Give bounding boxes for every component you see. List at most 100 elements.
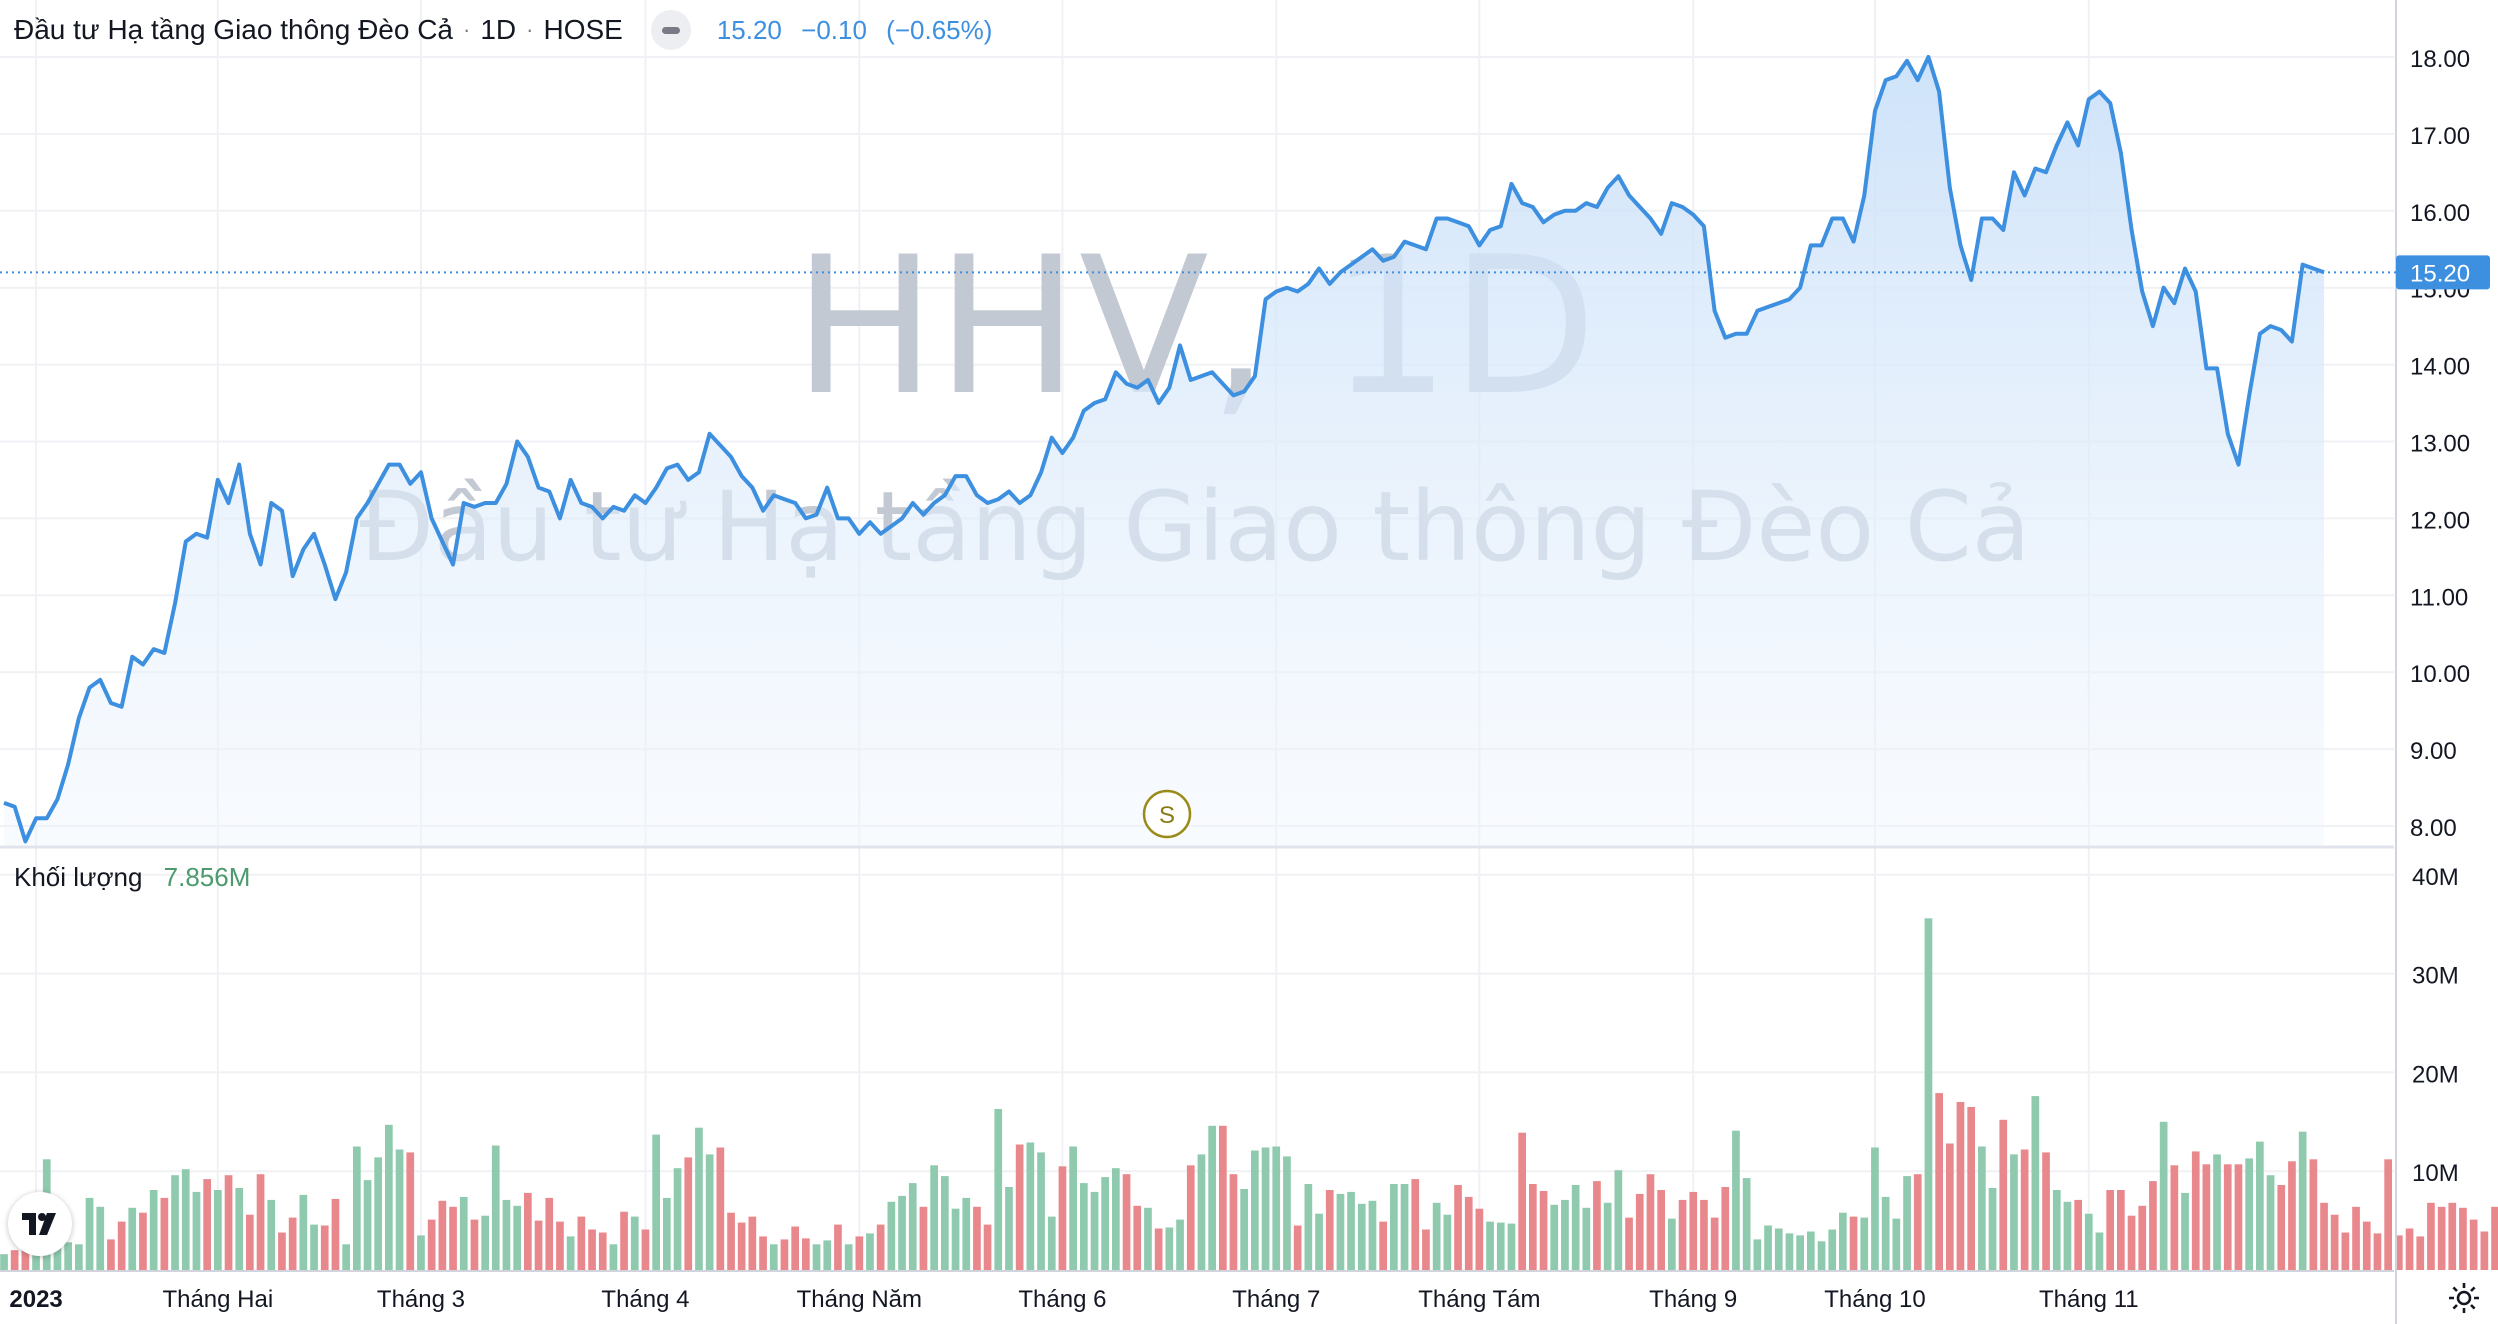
volume-bar — [791, 1226, 799, 1270]
volume-bar — [908, 1183, 917, 1270]
volume-bar — [1871, 1147, 1879, 1270]
volume-bar — [1037, 1152, 1045, 1270]
volume-bar — [1293, 1225, 1302, 1270]
volume-tick-label: 40M — [2412, 864, 2459, 891]
volume-bar — [1283, 1156, 1291, 1270]
volume-bar — [278, 1232, 286, 1270]
volume-bar — [1208, 1125, 1216, 1270]
volume-bar — [2266, 1175, 2275, 1270]
volume-bar — [2095, 1232, 2104, 1270]
volume-tick-label: 30M — [2412, 963, 2459, 990]
volume-bar — [139, 1212, 147, 1270]
volume-bar — [598, 1232, 607, 1270]
volume-bar — [1529, 1184, 1537, 1270]
volume-bar — [1251, 1150, 1259, 1270]
volume-bar — [1101, 1177, 1109, 1270]
volume-bar — [331, 1198, 340, 1270]
volume-bar — [160, 1197, 169, 1270]
gear-icon[interactable] — [2446, 1280, 2482, 1316]
volume-bar — [1186, 1165, 1195, 1270]
volume-bar — [1753, 1239, 1762, 1270]
volume-bar — [32, 1242, 40, 1270]
volume-bar — [716, 1147, 725, 1270]
volume-bar — [1069, 1146, 1077, 1270]
volume-bar — [1828, 1229, 1837, 1270]
volume-bar — [2170, 1165, 2179, 1270]
volume-bar — [2149, 1181, 2157, 1270]
volume-bar — [1582, 1207, 1591, 1270]
collapse-toggle-icon[interactable] — [650, 10, 691, 50]
volume-bar — [2234, 1164, 2243, 1270]
time-tick-label: Tháng 11 — [2039, 1286, 2139, 1313]
separator-dot: · — [463, 17, 471, 42]
time-tick-label: Tháng 7 — [1232, 1286, 1320, 1313]
volume-bar — [2202, 1164, 2211, 1270]
volume-bar — [1689, 1191, 1698, 1270]
volume-bar — [235, 1188, 244, 1270]
volume-bar — [2416, 1236, 2425, 1270]
volume-bar — [0, 1254, 8, 1270]
price-tick-label: 10.00 — [2410, 661, 2470, 688]
volume-bar — [1646, 1174, 1655, 1270]
volume-bar — [1080, 1183, 1088, 1270]
volume-bar — [1603, 1202, 1612, 1270]
volume-bar — [2256, 1141, 2264, 1270]
volume-bar — [438, 1200, 447, 1270]
time-tick-label: Tháng 3 — [377, 1286, 465, 1313]
volume-bar — [1496, 1222, 1505, 1270]
time-tick-label: Tháng 6 — [1018, 1286, 1106, 1313]
volume-bar — [2117, 1190, 2125, 1270]
volume-bar — [2138, 1205, 2147, 1270]
volume-bar — [994, 1109, 1003, 1270]
volume-bar — [866, 1233, 874, 1270]
time-tick-label: 2023 — [9, 1286, 62, 1313]
volume-bar — [588, 1229, 596, 1270]
price-tick-label: 13.00 — [2410, 431, 2470, 458]
volume-bar — [1593, 1181, 1601, 1270]
volume-bar — [64, 1242, 72, 1270]
volume-bar — [577, 1216, 586, 1270]
volume-bar — [1657, 1190, 1665, 1270]
volume-bar — [395, 1149, 404, 1270]
split-marker-icon — [1142, 789, 1192, 839]
volume-bar — [128, 1207, 137, 1270]
volume-bar — [2341, 1232, 2350, 1270]
volume-bar — [117, 1221, 126, 1270]
volume-bar — [1539, 1191, 1548, 1270]
volume-bar — [2020, 1149, 2029, 1270]
exchange-label: HOSE — [543, 14, 623, 45]
volume-bar — [2405, 1228, 2414, 1270]
volume-bar — [802, 1238, 810, 1270]
interval-label[interactable]: 1D — [480, 14, 517, 45]
volume-bar — [299, 1194, 308, 1270]
volume-bar — [1764, 1225, 1772, 1270]
volume-bar — [2309, 1159, 2318, 1270]
volume-bar — [609, 1244, 618, 1270]
volume-bar — [1122, 1174, 1131, 1270]
volume-bar — [1817, 1241, 1826, 1270]
volume-bar — [224, 1175, 233, 1270]
volume-bar — [2052, 1190, 2061, 1270]
volume-bar — [556, 1221, 564, 1270]
volume-bar — [769, 1244, 778, 1270]
time-tick-label: Tháng 10 — [1824, 1286, 1925, 1313]
volume-bar — [898, 1195, 906, 1270]
volume-bar — [1999, 1119, 2008, 1270]
volume-bar — [1154, 1228, 1163, 1270]
tradingview-logo-icon[interactable] — [8, 1192, 72, 1256]
volume-bar — [941, 1176, 949, 1270]
volume-bar — [684, 1157, 693, 1270]
volume-bar — [1935, 1093, 1943, 1270]
volume-bar — [1304, 1184, 1313, 1270]
volume-bar — [2084, 1213, 2093, 1270]
volume-bar — [855, 1236, 864, 1270]
volume-bar — [2384, 1159, 2392, 1270]
volume-bar — [1229, 1174, 1238, 1270]
volume-bar — [21, 1238, 30, 1270]
volume-bar — [2063, 1201, 2072, 1270]
volume-bar — [673, 1168, 682, 1270]
volume-bar — [2352, 1206, 2360, 1270]
volume-bar — [2373, 1233, 2382, 1270]
volume-bar — [10, 1250, 19, 1270]
